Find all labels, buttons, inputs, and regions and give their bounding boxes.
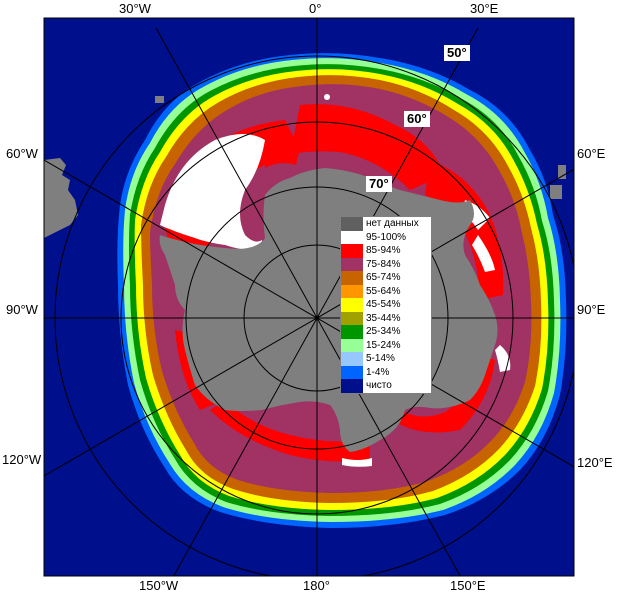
land-south-america bbox=[44, 158, 78, 238]
land-island bbox=[550, 185, 562, 199]
legend-swatch bbox=[341, 338, 363, 352]
legend-item: 75-84% bbox=[341, 257, 431, 271]
legend-item: 15-24% bbox=[341, 338, 431, 352]
legend-swatch bbox=[341, 298, 363, 312]
lon-label-60w: 60°W bbox=[6, 146, 38, 161]
legend-item: 1-4% bbox=[341, 365, 431, 379]
lon-label-90w: 90°W bbox=[6, 302, 38, 317]
lon-label-180: 180° bbox=[303, 578, 330, 593]
lon-label-30w: 30°W bbox=[119, 1, 151, 16]
legend-swatch bbox=[341, 271, 363, 285]
legend-label: нет данных bbox=[366, 218, 419, 230]
lon-label-60e: 60°E bbox=[577, 146, 606, 161]
legend-swatch bbox=[341, 244, 363, 258]
legend-swatch bbox=[341, 257, 363, 271]
legend-label: 25-34% bbox=[366, 326, 401, 338]
legend-item: 45-54% bbox=[341, 298, 431, 312]
legend-item: нет данных bbox=[341, 217, 431, 231]
land-island bbox=[558, 165, 566, 179]
legend-label: 35-44% bbox=[366, 312, 401, 324]
lon-label-90e: 90°E bbox=[577, 302, 606, 317]
lon-label-30e: 30°E bbox=[470, 1, 499, 16]
lat-label-50: 50° bbox=[444, 45, 470, 61]
legend-label: 75-84% bbox=[366, 258, 401, 270]
meridian-60e-120w bbox=[44, 168, 574, 477]
legend-item: 95-100% bbox=[341, 230, 431, 244]
legend-item: чисто bbox=[341, 379, 431, 393]
map-frame bbox=[43, 17, 575, 577]
legend-swatch bbox=[341, 379, 363, 393]
legend-label: чисто bbox=[366, 380, 392, 392]
legend-label: 95-100% bbox=[366, 231, 407, 243]
legend-label: 45-54% bbox=[366, 299, 401, 311]
lon-label-150w: 150°W bbox=[139, 578, 179, 593]
legend-item: 55-64% bbox=[341, 284, 431, 298]
legend-label: 55-64% bbox=[366, 285, 401, 297]
legend-swatch bbox=[341, 365, 363, 379]
legend-item: 65-74% bbox=[341, 271, 431, 285]
legend-item: 5-14% bbox=[341, 352, 431, 366]
legend-item: 85-94% bbox=[341, 244, 431, 258]
legend-swatch bbox=[341, 311, 363, 325]
legend-label: 5-14% bbox=[366, 353, 395, 365]
legend-swatch bbox=[341, 230, 363, 244]
lat-label-60: 60° bbox=[404, 111, 430, 127]
lon-label-150e: 150°E bbox=[450, 578, 486, 593]
legend-label: 65-74% bbox=[366, 272, 401, 284]
legend-item: 25-34% bbox=[341, 325, 431, 339]
legend-swatch bbox=[341, 325, 363, 339]
lon-label-120e: 120°E bbox=[577, 455, 613, 470]
legend-label: 85-94% bbox=[366, 245, 401, 257]
concentration-legend: нет данных 95-100% 85-94% 75-84% 65-74% 55-64… bbox=[340, 216, 432, 394]
legend-swatch bbox=[341, 352, 363, 366]
legend-swatch bbox=[341, 284, 363, 298]
legend-label: 1-4% bbox=[366, 366, 390, 378]
land-island bbox=[155, 96, 164, 103]
lat-label-70: 70° bbox=[366, 176, 392, 192]
legend-item: 35-44% bbox=[341, 311, 431, 325]
graticule-lines bbox=[44, 18, 574, 576]
lon-label-0: 0° bbox=[309, 1, 322, 16]
legend-swatch bbox=[341, 217, 363, 231]
legend-label: 15-24% bbox=[366, 339, 401, 351]
lon-label-120w: 120°W bbox=[2, 452, 42, 467]
